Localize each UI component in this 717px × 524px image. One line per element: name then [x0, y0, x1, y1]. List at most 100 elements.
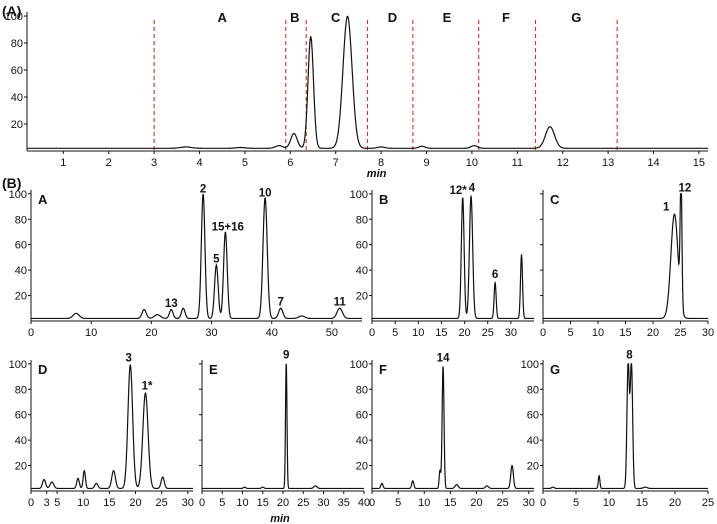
y-tick-label: 40: [11, 92, 23, 104]
chromatogram-trace: [543, 363, 708, 490]
panel-a-label: (A): [2, 3, 21, 19]
y-tick-label: 20: [15, 291, 27, 303]
x-tick-label: 3: [151, 157, 157, 169]
x-tick-label: 3: [44, 497, 50, 509]
x-tick-label: 0: [28, 327, 34, 339]
y-tick-label: 60: [15, 240, 27, 252]
peak-label: 8: [626, 350, 633, 362]
y-tick-label: 100: [9, 189, 27, 201]
x-axis-label: min: [367, 168, 387, 180]
peak-label: 9: [283, 350, 289, 362]
x-tick-label: 20: [470, 497, 482, 509]
peak-label: 12*: [449, 185, 467, 197]
x-tick-label: 5: [219, 497, 225, 509]
x-tick-label: 15: [103, 497, 115, 509]
x-tick-label: 0: [369, 497, 375, 509]
x-tick-label: 40: [358, 497, 370, 509]
y-tick-label: 20: [527, 461, 539, 473]
x-tick-label: 5: [395, 497, 401, 509]
x-tick-label: 10: [412, 327, 424, 339]
y-tick-label: 40: [15, 435, 27, 447]
x-tick-label: 35: [338, 497, 350, 509]
x-tick-label: 10: [592, 327, 604, 339]
x-tick-label: 50: [326, 327, 338, 339]
x-tick-label: 15: [636, 497, 648, 509]
x-tick-label: 0: [540, 327, 546, 339]
chart-panel-1: 20 40 60 80 100 0 10 20 30 40 50 A 2 5 15+16 10 13 7 11: [9, 184, 362, 339]
y-tick-label: 80: [15, 384, 27, 396]
peak-label: 1*: [142, 380, 153, 392]
x-tick-label: 5: [242, 157, 248, 169]
x-tick-label: 5: [567, 327, 573, 339]
chromatogram-trace: [31, 364, 193, 490]
y-tick-label: 60: [11, 65, 23, 77]
x-tick-label: 20: [458, 327, 470, 339]
y-tick-label: 60: [15, 410, 27, 422]
x-tick-label: 5: [392, 327, 398, 339]
chromatogram-trace: [372, 366, 534, 490]
fraction-label: C: [331, 10, 341, 25]
x-tick-label: 0: [540, 497, 546, 509]
subpanel-letter: B: [379, 192, 388, 207]
peak-label: 13: [165, 298, 178, 310]
y-tick-label: 60: [356, 410, 368, 422]
chromatogram-trace: [31, 193, 362, 320]
x-tick-label: 12: [557, 157, 569, 169]
peak-label: 6: [492, 269, 498, 281]
chart-panel-3: 0 5 10 15 20 25 30 C 1 12: [540, 182, 714, 339]
x-tick-label: 30: [702, 327, 714, 339]
x-tick-label: 10: [603, 497, 615, 509]
y-tick-label: 20: [15, 461, 27, 473]
peak-label: 1: [663, 201, 670, 213]
x-tick-label: 30: [182, 497, 194, 509]
x-tick-label: 15: [435, 327, 447, 339]
x-tick-label: 11: [512, 157, 523, 169]
x-tick-label: 0: [369, 327, 375, 339]
x-tick-label: 8: [378, 157, 384, 169]
y-tick-label: 80: [356, 214, 368, 226]
y-tick-label: 20: [356, 461, 368, 473]
x-tick-label: 20: [277, 497, 289, 509]
peak-label: 10: [259, 187, 272, 199]
subpanel-letter: D: [38, 362, 47, 377]
x-tick-label: 25: [674, 327, 686, 339]
x-tick-label: 20: [669, 497, 681, 509]
x-tick-label: 9: [423, 157, 429, 169]
y-tick-label: 100: [5, 11, 23, 23]
chromatogram-trace: [202, 363, 364, 490]
x-tick-label: 15: [257, 497, 269, 509]
y-tick-label: 20: [11, 119, 23, 131]
y-tick-label: 80: [527, 384, 539, 396]
x-tick-label: 5: [54, 497, 60, 509]
x-tick-label: 30: [205, 327, 217, 339]
peak-label: 12: [679, 182, 692, 194]
x-tick-label: 30: [505, 327, 517, 339]
x-tick-label: 7: [333, 157, 339, 169]
peak-label: 7: [278, 297, 284, 309]
chart-panel-5: 0 5 10 15 20 25 30 35 40 E 9: [199, 350, 370, 509]
y-tick-label: 40: [356, 435, 368, 447]
y-tick-label: 60: [356, 240, 368, 252]
peak-label: 3: [126, 352, 132, 364]
y-tick-label: 80: [11, 38, 23, 50]
x-tick-label: 20: [129, 497, 141, 509]
x-tick-label: 14: [647, 157, 659, 169]
chart-panel-6: 20 40 60 80 100 0 5 10 15 20 25 30 F 14: [350, 352, 535, 509]
subpanel-letter: E: [209, 362, 218, 377]
subpanel-letter: F: [379, 362, 387, 377]
y-tick-label: 100: [521, 359, 539, 371]
y-tick-label: 60: [527, 410, 539, 422]
fraction-label: A: [218, 10, 228, 25]
peak-label: 15+16: [212, 222, 244, 234]
x-tick-label: 20: [647, 327, 659, 339]
x-tick-label: 20: [145, 327, 157, 339]
x-tick-label: 0: [199, 497, 205, 509]
panel-b-label: (B): [2, 175, 21, 191]
x-tick-label: 30: [523, 497, 535, 509]
y-tick-label: 80: [356, 384, 368, 396]
x-tick-label: 25: [156, 497, 168, 509]
x-tick-label: 25: [482, 327, 494, 339]
